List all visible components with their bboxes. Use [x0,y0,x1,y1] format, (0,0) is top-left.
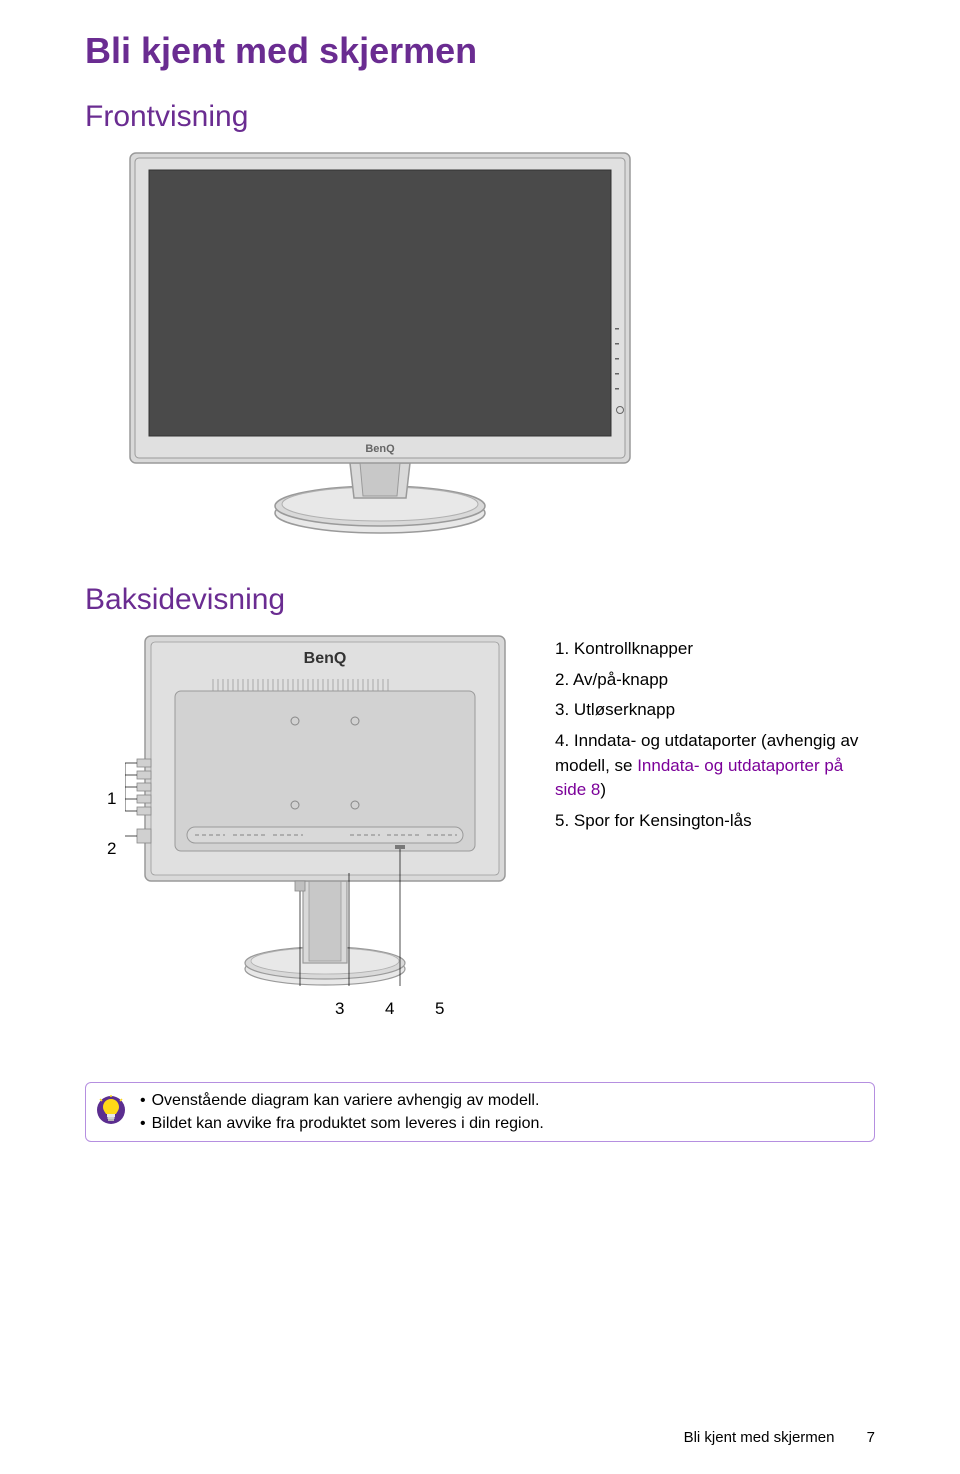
callout-5: 5 [435,999,444,1019]
note-item-2: •Bildet kan avvike fra produktet som lev… [140,1112,544,1135]
callout-1: 1 [107,789,116,809]
page-title: Bli kjent med skjermen [85,30,875,72]
note-list: •Ovenstående diagram kan variere avhengi… [140,1089,544,1135]
legend-item-3: 3. Utløserknapp [555,698,875,723]
callout-3: 3 [335,999,344,1019]
back-view-diagram: 1 2 [125,631,515,996]
note-item-1: •Ovenstående diagram kan variere avhengi… [140,1089,544,1112]
legend-item-5: 5. Spor for Kensington-lås [555,809,875,834]
brand-logo-front: BenQ [365,443,395,455]
legend-item-2: 2. Av/på-knapp [555,668,875,693]
callout-2: 2 [107,839,116,859]
lightbulb-icon [96,1095,126,1130]
monitor-front-svg: BenQ [125,148,635,538]
back-view-heading: Baksidevisning [85,583,875,617]
page-footer: Bli kjent med skjermen 7 [684,1429,875,1446]
monitor-back-svg: BenQ [125,631,515,991]
legend-item-1: 1. Kontrollknapper [555,637,875,662]
callout-4: 4 [385,999,394,1019]
note-box: •Ovenstående diagram kan variere avhengi… [85,1082,875,1142]
front-view-heading: Frontvisning [85,100,875,134]
legend-item-4: 4. Inndata- og utdataporter (avhengig av… [555,729,875,803]
footer-text: Bli kjent med skjermen [684,1429,835,1446]
brand-logo-back: BenQ [304,650,347,667]
front-view-diagram: BenQ [125,148,875,543]
back-view-legend: 1. Kontrollknapper 2. Av/på-knapp 3. Utl… [555,631,875,839]
footer-page-number: 7 [867,1429,875,1446]
